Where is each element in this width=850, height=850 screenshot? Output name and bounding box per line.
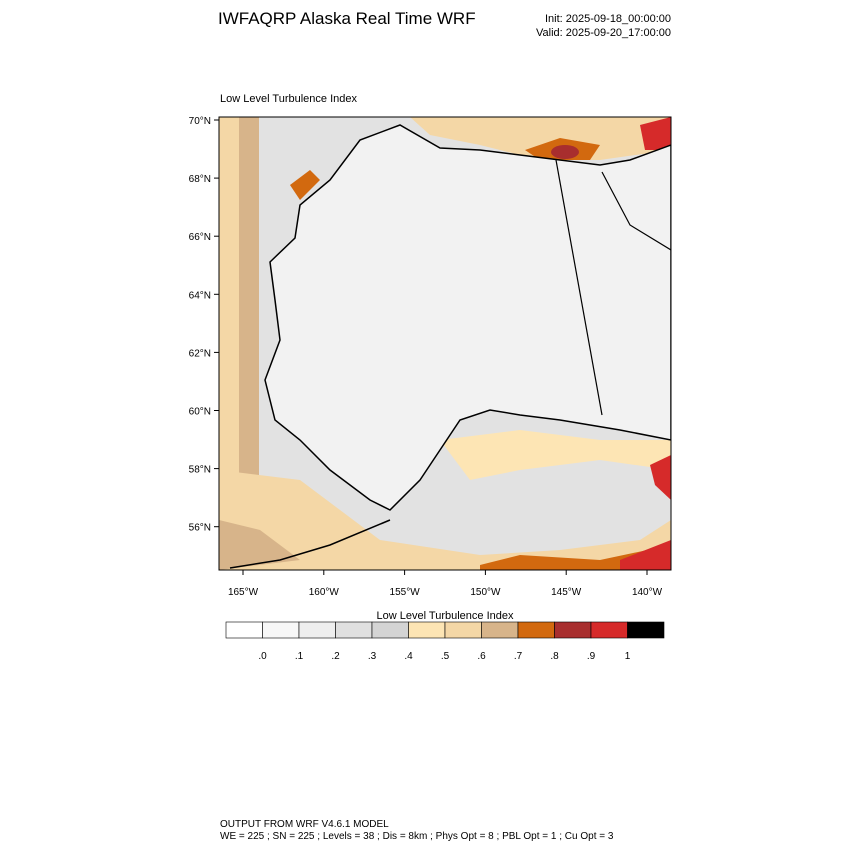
colorbar-box — [408, 621, 446, 639]
colorbar-box — [554, 621, 592, 639]
colorbar-box — [444, 621, 482, 639]
colorbar-box — [590, 621, 628, 639]
map-title: Low Level Turbulence Index — [220, 93, 357, 105]
footer-line: OUTPUT FROM WRF V4.6.1 MODEL — [220, 819, 389, 830]
lat-label: 66°N — [189, 232, 211, 243]
lat-label: 70°N — [189, 116, 211, 127]
colorbar-box — [481, 621, 519, 639]
colorbar-label: .9 — [587, 651, 596, 662]
colorbar-label: .0 — [258, 651, 267, 662]
lat-label: 56°N — [189, 523, 211, 534]
title: IWFAQRP Alaska Real Time WRF — [218, 9, 476, 28]
lon-label: 140°W — [632, 587, 663, 598]
colorbar-box — [262, 621, 300, 639]
valid-time: Valid: 2025-09-20_17:00:00 — [536, 27, 671, 39]
footer-line: WE = 225 ; SN = 225 ; Levels = 38 ; Dis … — [220, 831, 614, 842]
init-time: Init: 2025-09-18_00:00:00 — [545, 13, 671, 25]
colorbar-label: .8 — [550, 651, 559, 662]
colorbar-label: .6 — [477, 651, 486, 662]
lat-label: 62°N — [189, 348, 211, 359]
lat-label: 68°N — [189, 174, 211, 185]
colorbar-label: .7 — [514, 651, 523, 662]
colorbar-label: .1 — [295, 651, 304, 662]
colorbar-box — [371, 621, 409, 639]
lon-label: 160°W — [309, 587, 340, 598]
lat-label: 58°N — [189, 465, 211, 476]
map-frame — [218, 116, 672, 571]
lon-label: 155°W — [390, 587, 421, 598]
colorbar-label: .3 — [368, 651, 377, 662]
colorbar-box — [335, 621, 373, 639]
colorbar-box — [298, 621, 336, 639]
lon-axis: 165°W 160°W 155°W 150°W 145°W 140°W — [228, 570, 663, 598]
colorbar-box — [627, 621, 665, 639]
colorbar: .0 .1 .2 .3 .4 .5 .6 .7 .8 .9 1 — [225, 621, 665, 662]
lat-label: 64°N — [189, 290, 211, 301]
colorbar-title: Low Level Turbulence Index — [377, 610, 514, 622]
lon-label: 150°W — [470, 587, 501, 598]
lat-label: 60°N — [189, 407, 211, 418]
colorbar-label: 1 — [625, 651, 631, 662]
map-field — [219, 117, 671, 570]
colorbar-label: .2 — [331, 651, 340, 662]
lon-label: 165°W — [228, 587, 259, 598]
colorbar-box — [225, 621, 263, 639]
colorbar-label: .4 — [404, 651, 413, 662]
colorbar-box — [517, 621, 555, 639]
lat-axis: 70°N 68°N 66°N 64°N 62°N 60°N 58°N 56°N — [189, 116, 219, 534]
colorbar-label: .5 — [441, 651, 450, 662]
lon-label: 145°W — [551, 587, 582, 598]
